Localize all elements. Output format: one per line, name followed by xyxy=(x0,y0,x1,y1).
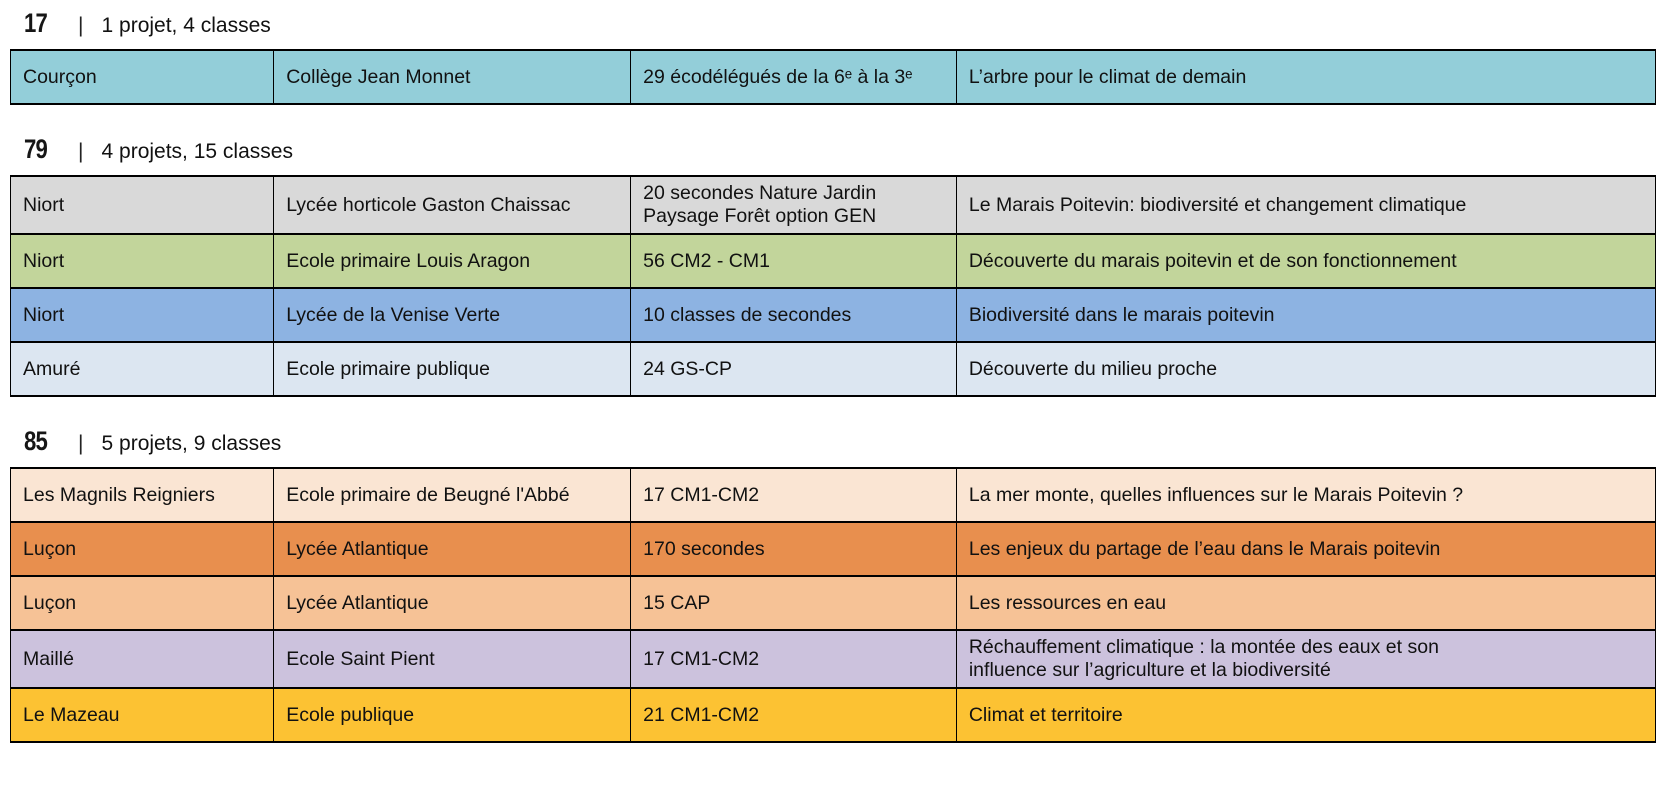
cell-project: Découverte du milieu proche xyxy=(955,341,1657,397)
section-header: 79 | 4 projets, 15 classes xyxy=(24,134,1656,165)
cell-project: Climat et territoire xyxy=(955,687,1657,743)
cell-project: L’arbre pour le climat de demain xyxy=(955,49,1657,105)
department-section: 85 | 5 projets, 9 classes Les Magnils Re… xyxy=(9,426,1657,743)
projects-table: Courçon Collège Jean Monnet 29 écodélégu… xyxy=(9,49,1657,105)
cell-classes: 17 CM1-CM2 xyxy=(630,467,957,523)
projects-table-body: Les Magnils Reigniers Ecole primaire de … xyxy=(9,467,1657,743)
table-row: Amuré Ecole primaire publique 24 GS-CP D… xyxy=(9,341,1657,397)
projects-table-body: Niort Lycée horticole Gaston Chaissac 20… xyxy=(9,175,1657,397)
cell-commune: Luçon xyxy=(9,521,275,577)
table-row: Niort Ecole primaire Louis Aragon 56 CM2… xyxy=(9,233,1657,289)
cell-commune: Niort xyxy=(9,287,275,343)
cell-project: La mer monte, quelles influences sur le … xyxy=(955,467,1657,523)
cell-project: Les ressources en eau xyxy=(955,575,1657,631)
cell-commune: Le Mazeau xyxy=(9,687,275,743)
cell-school: Lycée de la Venise Verte xyxy=(273,287,632,343)
cell-classes: 21 CM1-CM2 xyxy=(630,687,957,743)
header-separator-bar: | xyxy=(78,140,84,163)
cell-school: Lycée Atlantique xyxy=(273,575,632,631)
section-header: 17 | 1 projet, 4 classes xyxy=(24,8,1656,39)
cell-classes: 29 écodélégués de la 6ᵉ à la 3ᵉ xyxy=(630,49,957,105)
cell-school: Lycée Atlantique xyxy=(273,521,632,577)
cell-project: Les enjeux du partage de l’eau dans le M… xyxy=(955,521,1657,577)
table-row: Courçon Collège Jean Monnet 29 écodélégu… xyxy=(9,49,1657,105)
cell-commune: Amuré xyxy=(9,341,275,397)
table-row: Le Mazeau Ecole publique 21 CM1-CM2 Clim… xyxy=(9,687,1657,743)
cell-commune: Niort xyxy=(9,175,275,235)
document: 17 | 1 projet, 4 classes Courçon Collège… xyxy=(9,8,1657,743)
projects-table: Les Magnils Reigniers Ecole primaire de … xyxy=(9,467,1657,743)
cell-school: Lycée horticole Gaston Chaissac xyxy=(273,175,632,235)
cell-school: Ecole Saint Pient xyxy=(273,629,632,689)
projects-table: Niort Lycée horticole Gaston Chaissac 20… xyxy=(9,175,1657,397)
department-number: 79 xyxy=(24,134,48,164)
cell-classes: 15 CAP xyxy=(630,575,957,631)
header-separator-bar: | xyxy=(78,14,84,37)
cell-project: Réchauffement climatique : la montée des… xyxy=(955,629,1657,689)
section-summary: 4 projets, 15 classes xyxy=(101,140,293,163)
cell-classes: 10 classes de secondes xyxy=(630,287,957,343)
table-row: Niort Lycée horticole Gaston Chaissac 20… xyxy=(9,175,1657,235)
table-row: Niort Lycée de la Venise Verte 10 classe… xyxy=(9,287,1657,343)
department-number: 85 xyxy=(24,426,48,456)
header-separator-bar: | xyxy=(78,432,84,455)
department-section: 79 | 4 projets, 15 classes Niort Lycée h… xyxy=(9,134,1657,397)
table-row: Luçon Lycée Atlantique 15 CAP Les ressou… xyxy=(9,575,1657,631)
cell-classes: 20 secondes Nature Jardin Paysage Forêt … xyxy=(630,175,957,235)
cell-school: Ecole primaire de Beugné l'Abbé xyxy=(273,467,632,523)
department-section: 17 | 1 projet, 4 classes Courçon Collège… xyxy=(9,8,1657,105)
section-header: 85 | 5 projets, 9 classes xyxy=(24,426,1656,457)
cell-classes: 24 GS-CP xyxy=(630,341,957,397)
cell-school: Ecole primaire publique xyxy=(273,341,632,397)
section-summary: 5 projets, 9 classes xyxy=(101,432,282,455)
cell-commune: Courçon xyxy=(9,49,275,105)
cell-commune: Les Magnils Reigniers xyxy=(9,467,275,523)
cell-school: Ecole publique xyxy=(273,687,632,743)
cell-commune: Maillé xyxy=(9,629,275,689)
cell-project: Le Marais Poitevin: biodiversité et chan… xyxy=(955,175,1657,235)
table-row: Maillé Ecole Saint Pient 17 CM1-CM2 Réch… xyxy=(9,629,1657,689)
cell-classes: 56 CM2 - CM1 xyxy=(630,233,957,289)
department-number: 17 xyxy=(24,8,48,38)
table-row: Luçon Lycée Atlantique 170 secondes Les … xyxy=(9,521,1657,577)
cell-classes: 170 secondes xyxy=(630,521,957,577)
cell-commune: Luçon xyxy=(9,575,275,631)
cell-commune: Niort xyxy=(9,233,275,289)
section-summary: 1 projet, 4 classes xyxy=(101,14,271,37)
cell-school: Collège Jean Monnet xyxy=(273,49,632,105)
cell-classes: 17 CM1-CM2 xyxy=(630,629,957,689)
cell-project: Découverte du marais poitevin et de son … xyxy=(955,233,1657,289)
cell-project: Biodiversité dans le marais poitevin xyxy=(955,287,1657,343)
cell-school: Ecole primaire Louis Aragon xyxy=(273,233,632,289)
table-row: Les Magnils Reigniers Ecole primaire de … xyxy=(9,467,1657,523)
projects-table-body: Courçon Collège Jean Monnet 29 écodélégu… xyxy=(9,49,1657,105)
